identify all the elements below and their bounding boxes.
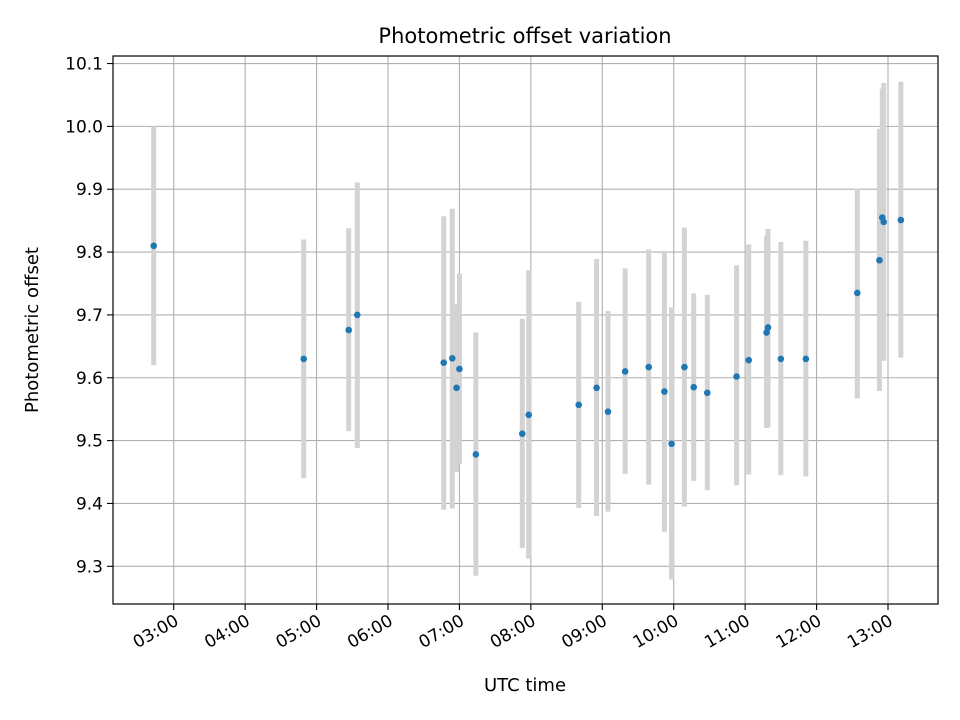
data-point <box>593 384 600 392</box>
grid <box>113 56 938 604</box>
data-point <box>745 356 753 364</box>
data-point <box>150 242 158 250</box>
data-point <box>440 359 448 366</box>
data-point <box>763 329 770 336</box>
data-point <box>575 401 583 409</box>
data-point <box>621 368 629 375</box>
data-point <box>345 326 353 334</box>
data-point <box>604 408 612 415</box>
data-point <box>518 430 526 437</box>
y-tick-label: 9.9 <box>76 180 103 200</box>
data-point <box>472 451 480 458</box>
data-point <box>456 365 463 373</box>
data-point <box>897 216 905 224</box>
data-point <box>525 411 533 419</box>
chart-title: Photometric offset variation <box>378 24 671 48</box>
data-point <box>661 388 668 395</box>
y-tick-label: 9.3 <box>76 557 103 577</box>
data-point <box>876 256 883 264</box>
data-point <box>681 363 688 371</box>
data-point <box>690 383 698 391</box>
data-point <box>645 363 653 371</box>
data-point <box>453 384 460 392</box>
y-tick-label: 9.7 <box>76 306 103 326</box>
y-tick-label: 10.1 <box>65 55 103 75</box>
y-tick-label: 10.0 <box>65 117 103 137</box>
data-point <box>764 324 772 331</box>
data-point <box>802 355 810 363</box>
y-tick-label: 9.4 <box>76 494 103 514</box>
y-axis-title: Photometric offset <box>22 247 43 413</box>
data-points <box>150 214 905 458</box>
data-point <box>668 440 675 448</box>
y-tick-label: 9.8 <box>76 243 103 263</box>
data-point <box>733 373 740 380</box>
y-tick-label: 9.6 <box>76 369 103 389</box>
data-point <box>300 355 308 363</box>
data-point <box>703 389 711 397</box>
data-point <box>880 218 888 226</box>
data-point <box>777 355 785 363</box>
data-point <box>448 354 456 362</box>
y-axis-ticks: 9.3 9.4 9.5 9.6 9.7 9.8 9.9 10.0 10.1 <box>65 55 113 577</box>
x-axis-title: UTC time <box>484 675 566 696</box>
plot-frame <box>112 55 939 605</box>
data-point <box>353 311 361 319</box>
data-point <box>853 289 861 297</box>
y-tick-label: 9.5 <box>76 432 103 452</box>
